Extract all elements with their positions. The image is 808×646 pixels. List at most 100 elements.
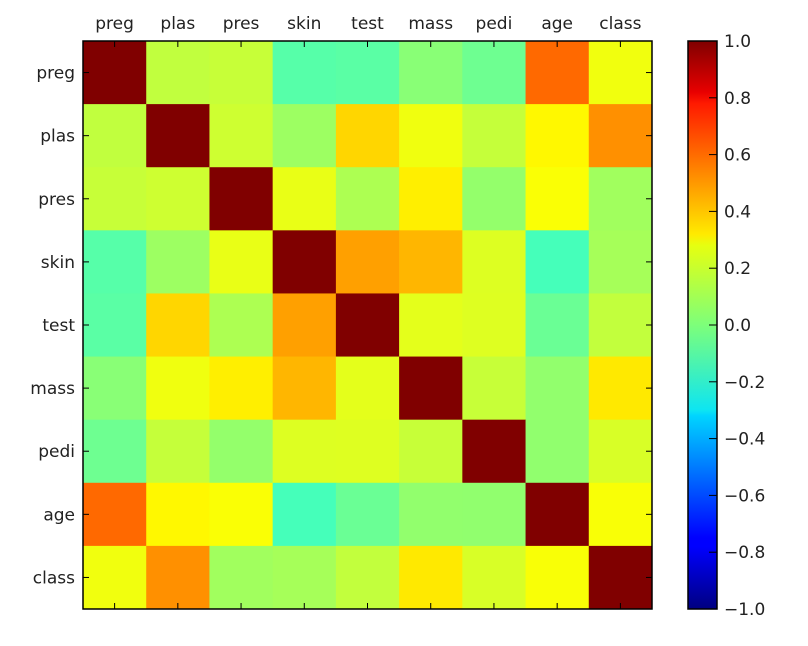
cell-test-pres xyxy=(209,293,274,358)
cell-pedi-pres xyxy=(209,419,274,484)
cell-pres-skin xyxy=(272,167,337,231)
x-tick-label: pres xyxy=(223,14,260,34)
colorbar-tick-label: 0.2 xyxy=(724,259,751,279)
cell-plas-mass xyxy=(399,104,463,168)
cell-mass-plas xyxy=(146,356,210,421)
cell-skin-test xyxy=(335,230,400,294)
cell-age-test xyxy=(335,482,400,547)
cell-age-preg xyxy=(83,482,147,547)
colorbar-tick-label: −0.6 xyxy=(724,486,765,506)
cell-class-plas xyxy=(146,545,210,610)
colorbar-tick-label: −0.4 xyxy=(724,430,765,450)
colorbar-tick-label: −0.2 xyxy=(724,373,765,393)
cell-age-plas xyxy=(146,482,210,547)
cell-skin-class xyxy=(588,230,653,294)
cell-test-plas xyxy=(146,293,210,358)
y-tick-label: test xyxy=(42,316,75,336)
cell-plas-test xyxy=(335,104,400,168)
colorbar-tick-label: 0.0 xyxy=(724,316,751,336)
cell-test-preg xyxy=(83,293,147,358)
x-tick-label: preg xyxy=(95,14,134,34)
cell-class-class xyxy=(588,545,653,610)
cell-pres-pedi xyxy=(462,167,527,231)
cell-mass-class xyxy=(588,356,653,421)
cell-mass-skin xyxy=(272,356,337,421)
axis-labels: preg preg plas plas pres pres skin skin test test… xyxy=(30,14,652,609)
x-tick-label: plas xyxy=(160,14,195,34)
cell-test-test xyxy=(335,293,400,358)
cell-pedi-preg xyxy=(83,419,147,484)
cell-pedi-test xyxy=(335,419,400,484)
plot-frame xyxy=(82,40,653,610)
cell-pedi-age xyxy=(525,419,590,484)
cell-plas-pedi xyxy=(462,104,527,168)
cell-test-age xyxy=(525,293,590,358)
cell-preg-preg xyxy=(83,41,147,105)
cell-preg-skin xyxy=(272,41,337,105)
cell-pres-mass xyxy=(399,167,463,231)
x-tick-label: mass xyxy=(408,14,453,34)
cell-age-age xyxy=(525,482,590,547)
y-tick-label: skin xyxy=(41,253,75,273)
cell-test-mass xyxy=(399,293,463,358)
colorbar-tick-label: 1.0 xyxy=(724,32,751,52)
x-tick-label: age xyxy=(541,14,573,34)
cell-age-pres xyxy=(209,482,274,547)
x-tick-label: skin xyxy=(287,14,321,34)
cell-class-pedi xyxy=(462,545,527,610)
cell-pedi-plas xyxy=(146,419,210,484)
cell-pres-class xyxy=(588,167,653,231)
cell-pres-preg xyxy=(83,167,147,231)
cell-age-skin xyxy=(272,482,337,547)
y-tick-label: age xyxy=(43,505,75,525)
colorbar-tick-label: 0.6 xyxy=(724,146,751,166)
cell-class-skin xyxy=(272,545,337,610)
x-tick-label: pedi xyxy=(476,14,513,34)
cell-preg-mass xyxy=(399,41,463,105)
cell-class-test xyxy=(335,545,400,610)
cell-pedi-class xyxy=(588,419,653,484)
cell-age-class xyxy=(588,482,653,547)
cell-plas-pres xyxy=(209,104,274,168)
cell-age-pedi xyxy=(462,482,527,547)
cell-plas-preg xyxy=(83,104,147,168)
cell-pres-test xyxy=(335,167,400,231)
y-tick-label: class xyxy=(33,568,75,588)
cell-plas-age xyxy=(525,104,590,168)
colorbar-tick-label: 0.4 xyxy=(724,202,751,222)
x-tick-label: class xyxy=(599,14,641,34)
cell-pedi-mass xyxy=(399,419,463,484)
cell-pres-pres xyxy=(209,167,274,231)
cell-class-preg xyxy=(83,545,147,610)
cell-skin-pedi xyxy=(462,230,527,294)
cell-pres-plas xyxy=(146,167,210,231)
cell-preg-class xyxy=(588,41,653,105)
heatmap-cells xyxy=(83,41,653,610)
cell-test-skin xyxy=(272,293,337,358)
colorbar-tick-label: 0.8 xyxy=(724,89,751,109)
colorbar-tick-label: −0.8 xyxy=(724,543,765,563)
cell-preg-pedi xyxy=(462,41,527,105)
y-tick-label: mass xyxy=(30,379,75,399)
cell-mass-age xyxy=(525,356,590,421)
cell-test-pedi xyxy=(462,293,527,358)
y-tick-label: pedi xyxy=(38,442,75,462)
colorbar-ticks: 1.0 0.8 0.6 0.4 0.2 0.0 −0.2 −0.4 −0.6 −0.8 −1.0 xyxy=(709,32,765,620)
cell-skin-age xyxy=(525,230,590,294)
cell-plas-plas xyxy=(146,104,210,168)
cell-plas-class xyxy=(588,104,653,168)
cell-skin-pres xyxy=(209,230,274,294)
cell-preg-plas xyxy=(146,41,210,105)
cell-pres-age xyxy=(525,167,590,231)
cell-class-mass xyxy=(399,545,463,610)
cell-skin-mass xyxy=(399,230,463,294)
cell-age-mass xyxy=(399,482,463,547)
cell-mass-test xyxy=(335,356,400,421)
cell-preg-pres xyxy=(209,41,274,105)
y-tick-label: pres xyxy=(38,190,75,210)
cell-pedi-skin xyxy=(272,419,337,484)
cell-mass-pedi xyxy=(462,356,527,421)
cell-class-age xyxy=(525,545,590,610)
cell-skin-plas xyxy=(146,230,210,294)
